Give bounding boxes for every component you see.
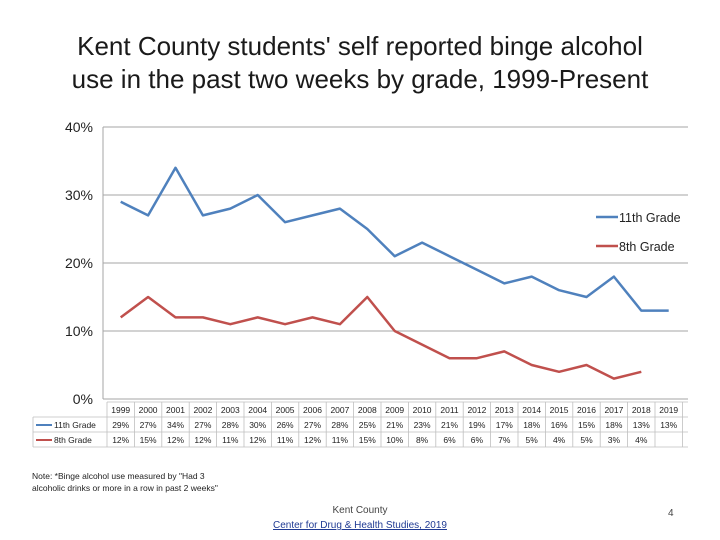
data-label: 11% xyxy=(277,435,294,445)
x-tick-label: 1999 xyxy=(111,405,130,415)
x-tick-label: 2011 xyxy=(440,405,459,415)
data-label: 12% xyxy=(167,435,184,445)
data-label: 4% xyxy=(553,435,566,445)
data-label: 18% xyxy=(605,420,622,430)
x-tick-label: 2007 xyxy=(330,405,349,415)
x-tick-label: 2000 xyxy=(139,405,158,415)
x-tick-label: 2014 xyxy=(522,405,541,415)
footer-org: Kent County xyxy=(332,505,388,516)
data-label: 19% xyxy=(468,420,485,430)
data-label: 13% xyxy=(660,420,677,430)
data-label: 25% xyxy=(359,420,376,430)
data-label: 27% xyxy=(140,420,157,430)
x-tick-label: 2010 xyxy=(413,405,432,415)
data-label: 21% xyxy=(441,420,458,430)
data-label: 10% xyxy=(386,435,403,445)
data-label: 16% xyxy=(551,420,568,430)
data-label: 4% xyxy=(635,435,648,445)
table-row-label: 11th Grade xyxy=(54,420,96,430)
data-label: 15% xyxy=(140,435,157,445)
data-label: 13% xyxy=(633,420,650,430)
data-label: 5% xyxy=(526,435,539,445)
data-label: 30% xyxy=(249,420,266,430)
line-chart: 0% 10% 20% 30% 40% 11th Grade 8th Grade 1999 2… xyxy=(32,119,688,448)
data-label: 23% xyxy=(414,420,431,430)
chart-title-line-2: use in the past two weeks by grade, 1999… xyxy=(71,64,649,94)
data-label: 12% xyxy=(304,435,321,445)
data-label: 5% xyxy=(580,435,593,445)
data-label: 27% xyxy=(194,420,211,430)
data-label: 34% xyxy=(167,420,184,430)
x-tick-label: 2013 xyxy=(495,405,514,415)
x-tick-label: 2015 xyxy=(550,405,569,415)
data-label: 6% xyxy=(471,435,484,445)
data-label: 15% xyxy=(578,420,595,430)
data-label: 11% xyxy=(332,435,349,445)
data-label: 27% xyxy=(304,420,321,430)
page-number: 4 xyxy=(668,508,674,519)
x-tick-label: 2003 xyxy=(221,405,240,415)
x-tick-label: 2012 xyxy=(467,405,486,415)
x-tick-label: 2005 xyxy=(276,405,295,415)
data-label: 7% xyxy=(498,435,511,445)
y-tick-label: 20% xyxy=(65,255,93,271)
x-tick-label: 2016 xyxy=(577,405,596,415)
data-label: 15% xyxy=(359,435,376,445)
data-label: 3% xyxy=(608,435,621,445)
x-tick-label: 2008 xyxy=(358,405,377,415)
data-label: 12% xyxy=(194,435,211,445)
x-tick-label: 2006 xyxy=(303,405,322,415)
y-tick-label: 30% xyxy=(65,187,93,203)
x-tick-label: 2001 xyxy=(166,405,185,415)
chart-title: Kent County students' self reported bing… xyxy=(0,30,720,96)
x-tick-label: 2009 xyxy=(385,405,404,415)
x-tick-label: 2004 xyxy=(248,405,267,415)
chart-title-line-1: Kent County students' self reported bing… xyxy=(77,31,643,61)
data-label: 28% xyxy=(222,420,239,430)
x-tick-label: 2002 xyxy=(193,405,212,415)
data-label: 21% xyxy=(386,420,403,430)
legend-label: 11th Grade xyxy=(619,211,681,225)
x-tick-label: 2019 xyxy=(659,405,678,415)
table-row-label: 8th Grade xyxy=(54,435,92,445)
footer: Kent County Center for Drug & Health Stu… xyxy=(250,503,470,533)
data-label: 17% xyxy=(496,420,513,430)
y-tick-label: 0% xyxy=(73,391,93,407)
footer-source-link[interactable]: Center for Drug & Health Studies, 2019 xyxy=(273,520,447,531)
x-tick-label: 2017 xyxy=(604,405,623,415)
series-line-11th-grade xyxy=(120,166,669,312)
series-line-8th-grade xyxy=(119,295,642,380)
data-label: 12% xyxy=(249,435,266,445)
y-tick-label: 40% xyxy=(65,119,93,135)
data-label: 26% xyxy=(277,420,294,430)
data-label: 6% xyxy=(443,435,456,445)
x-tick-label: 2018 xyxy=(632,405,651,415)
data-label: 8% xyxy=(416,435,429,445)
y-tick-label: 10% xyxy=(65,323,93,339)
legend-label: 8th Grade xyxy=(619,240,675,254)
footnote: Note: *Binge alcohol use measured by "Ha… xyxy=(32,471,218,493)
data-label: 18% xyxy=(523,420,540,430)
data-label: 29% xyxy=(112,420,129,430)
data-label: 11% xyxy=(222,435,239,445)
data-label: 28% xyxy=(331,420,348,430)
data-label: 12% xyxy=(112,435,129,445)
